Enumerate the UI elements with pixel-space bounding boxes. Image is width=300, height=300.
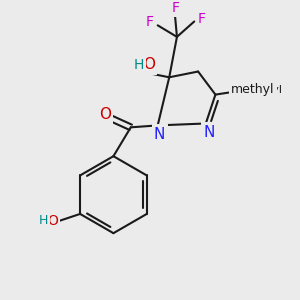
Text: O: O: [99, 107, 111, 122]
Text: H: H: [39, 214, 48, 227]
Text: N: N: [203, 124, 214, 140]
Text: methyl: methyl: [242, 90, 247, 92]
Text: methyl: methyl: [231, 83, 275, 96]
Text: O: O: [47, 214, 58, 228]
Text: F: F: [146, 15, 154, 29]
Text: O: O: [143, 57, 155, 72]
Text: methyl: methyl: [243, 85, 282, 95]
Text: F: F: [198, 12, 206, 26]
Text: F: F: [172, 1, 180, 15]
Text: N: N: [154, 127, 165, 142]
Text: H: H: [133, 58, 144, 72]
